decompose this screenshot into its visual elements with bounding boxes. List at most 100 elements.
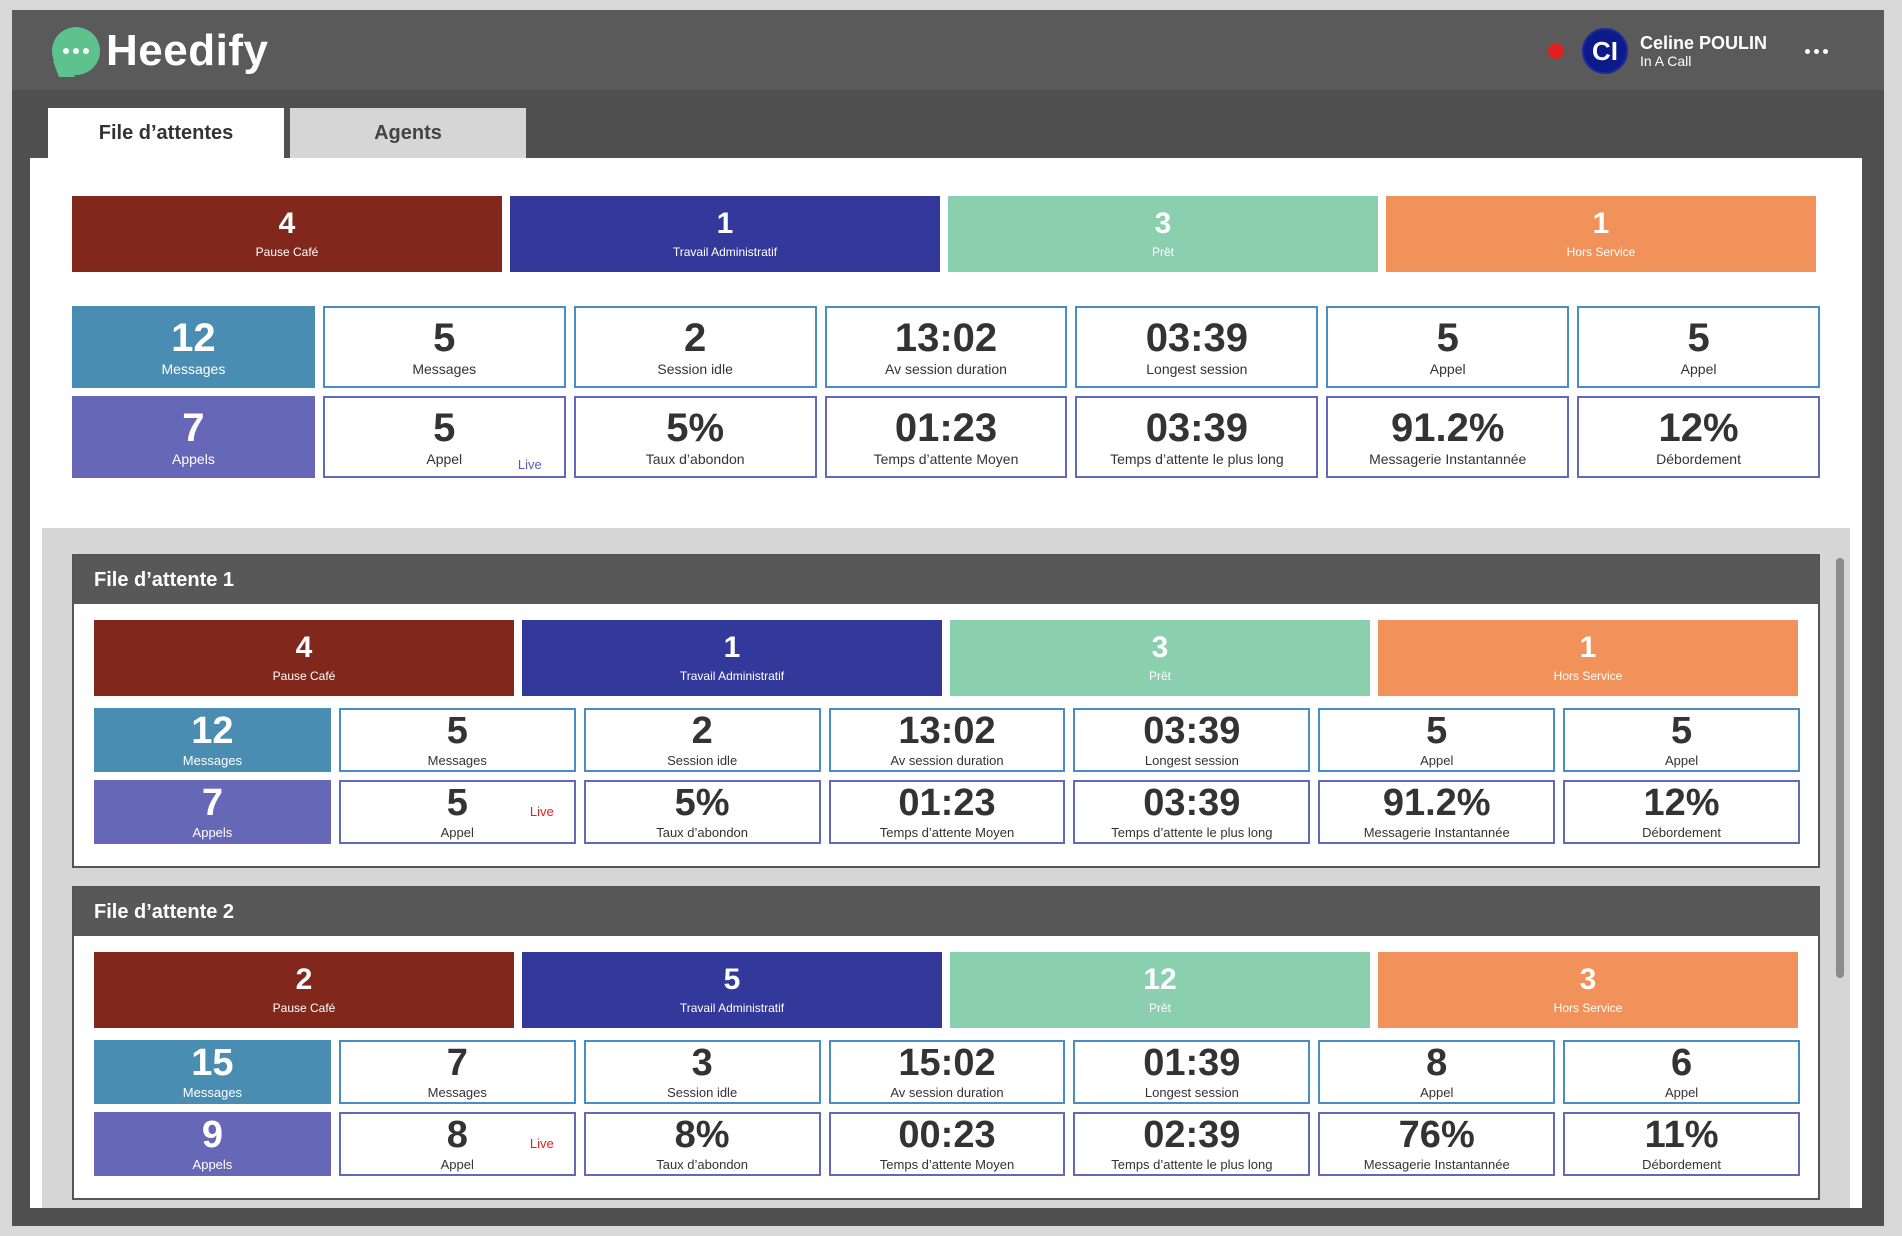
user-info: Celine POULIN In A Call [1640,34,1767,68]
status-count: 1 [1592,207,1610,240]
metric-value: 5% [674,782,730,824]
metric-tile: 12 Messages [72,306,315,388]
metric-value: 15 [191,1042,234,1084]
live-badge: Live [529,1136,554,1151]
status-label: Pause Café [272,1001,336,1015]
metric-value: 5 [446,782,468,824]
user-menu[interactable]: CI Celine POULIN In A Call [1547,28,1828,74]
metric-value: 13:02 [894,315,998,360]
metric-value: 03:39 [1145,405,1248,450]
metric-value: 01:23 [898,782,996,824]
metric-label: Temps d’attente Moyen [879,1157,1015,1172]
metric-label: Messages [427,753,487,768]
metric-label: Appel [440,825,474,840]
queue-card: File d’attente 2 2 Pause Café 5 Travail Adm… [72,886,1820,1200]
user-name: Celine POULIN [1639,33,1767,53]
metric-label: Temps d’attente le plus long [1111,825,1273,840]
metric-label: Session idle [667,753,738,768]
metric-label: Appel [440,1157,474,1172]
logo[interactable]: Heedify [52,26,268,76]
metric-value: 5 [1687,315,1710,360]
metric-label: Session idle [667,1085,738,1100]
metric-value: 5 [1426,710,1448,752]
metric-label: Appel [1420,753,1454,768]
metric-label: Longest session [1144,1085,1239,1100]
queue-card: File d’attente 1 4 Pause Café 1 Travail Adm… [72,554,1820,868]
queues-area: File d’attente 1 4 Pause Café 1 Travail Adm… [42,528,1850,1208]
status-count: 4 [295,631,313,664]
metric-label: Débordement [1656,450,1741,467]
metric-tile: 5 Appel [1318,708,1556,772]
pret-card: 3 Prêt [950,620,1370,696]
status-count: 12 [1143,963,1177,996]
metric-value: 13:02 [898,710,996,752]
status-count: 1 [716,207,734,240]
status-count: 1 [723,631,741,664]
queue-status-row: 2 Pause Café 5 Travail Administratif 12 Prêt 3… [94,952,1798,1028]
pause-cafe-card: 4 Pause Café [72,196,502,272]
pause-cafe-card: 2 Pause Café [94,952,514,1028]
metric-value: 12 [191,710,234,752]
metric-tile: 5 Appel Live [322,396,566,478]
metric-label: Appels [192,825,233,840]
metric-tile: 01:23 Temps d’attente Moyen [824,396,1068,478]
metric-value: 03:39 [1143,782,1241,824]
metric-label: Temps d’attente le plus long [1111,1157,1273,1172]
metric-tile: 8 Appel [1318,1040,1556,1104]
metric-label: Messages [412,360,477,377]
metric-label: Taux d’abondon [656,1157,749,1172]
metric-value: 7 [201,782,223,824]
metric-label: Taux d’abondon [645,450,745,467]
queue-status-row: 4 Pause Café 1 Travail Administratif 3 Prêt 1 H… [94,620,1798,696]
queue-title: File d’attente 2 [74,888,1818,936]
metric-tile: 6 Appel [1563,1040,1800,1104]
metric-value: 8% [674,1114,730,1156]
metric-tile: 91.2% Messagerie Instantannée [1326,396,1570,478]
metric-value: 8 [1426,1042,1448,1084]
status-label: Hors Service [1566,245,1636,259]
metric-tile: 5 Appel Live [338,780,576,844]
metric-label: Messagerie Instantannée [1363,825,1510,840]
metric-tile: 02:39 Temps d’attente le plus long [1073,1112,1311,1176]
metric-label: Appel [1664,1085,1699,1100]
metric-tile: 7 Messages [338,1040,576,1104]
metric-tile: 01:23 Temps d’attente Moyen [828,780,1066,844]
vertical-scrollbar[interactable] [1836,558,1844,978]
metric-label: Temps d’attente Moyen [879,825,1015,840]
metric-label: Temps d’attente le plus long [1110,450,1284,467]
tab-file-attentes[interactable]: File d’attentes [48,108,284,158]
metric-value: 5% [666,405,725,450]
status-label: Hors Service [1553,1001,1623,1015]
metric-tile: 8% Taux d’abondon [583,1112,821,1176]
metric-value: 5 [1436,315,1459,360]
metric-label: Messagerie Instantannée [1369,450,1527,467]
travail-administratif-card: 1 Travail Administratif [522,620,942,696]
metric-tile: 11% Débordement [1563,1112,1800,1176]
metric-tile: 03:39 Longest session [1075,306,1319,388]
status-label: Travail Administratif [679,1001,785,1015]
metric-value: 2 [684,315,707,360]
metric-label: Av session duration [890,1085,1004,1100]
metric-tile: 03:39 Temps d’attente le plus long [1075,396,1319,478]
metric-value: 91.2% [1382,782,1491,824]
hors-service-card: 3 Hors Service [1378,952,1798,1028]
metric-tile: 03:39 Longest session [1073,708,1311,772]
metric-value: 01:23 [894,405,998,450]
status-label: Prêt [1148,1001,1171,1015]
metric-value: 11% [1644,1114,1719,1156]
metric-value: 02:39 [1143,1114,1241,1156]
metric-label: Appels [192,1157,233,1172]
metric-tile: 8 Appel Live [338,1112,576,1176]
metric-tile: 3 Session idle [583,1040,821,1104]
tab-agents[interactable]: Agents [290,108,526,158]
avatar[interactable]: CI [1581,28,1628,74]
metric-label: Av session duration [890,753,1004,768]
queue-metrics: 15 Messages 7 Messages 3 Session idle 15:02 Av … [94,1040,1800,1176]
metric-label: Longest session [1144,753,1239,768]
more-options-icon[interactable] [1805,48,1828,54]
metric-tile: 5 Messages [322,306,566,388]
top-bar: Heedify CI Celine POULIN In A Call [12,10,1884,90]
hors-service-card: 1 Hors Service [1378,620,1798,696]
metric-tile: 5% Taux d’abondon [573,396,817,478]
metric-tile: 03:39 Temps d’attente le plus long [1073,780,1311,844]
